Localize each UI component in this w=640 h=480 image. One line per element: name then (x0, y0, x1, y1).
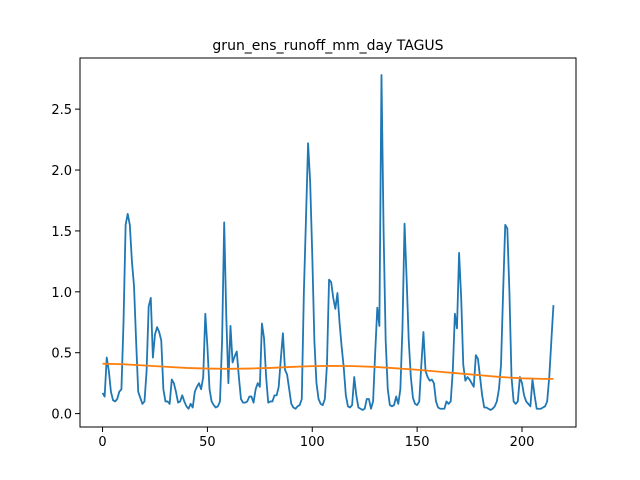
y-tick-label: 2.5 (51, 103, 72, 118)
chart-title: grun_ens_runoff_mm_day TAGUS (212, 38, 443, 54)
plot-frame (79, 57, 577, 428)
y-tick-label: 0.0 (51, 408, 72, 423)
y-tick-label: 2.0 (51, 164, 72, 179)
y-tick-label: 1.5 (51, 225, 72, 240)
x-tick-label: 100 (300, 435, 325, 450)
x-tick-label: 150 (405, 435, 430, 450)
line-series (101, 74, 555, 411)
y-tick-label: 1.0 (51, 286, 72, 301)
x-tick-label: 0 (98, 435, 106, 450)
x-tick-label: 50 (199, 435, 216, 450)
y-tick-label: 0.5 (51, 347, 72, 362)
line-series (102, 362, 554, 380)
x-tick-label: 200 (510, 435, 535, 450)
